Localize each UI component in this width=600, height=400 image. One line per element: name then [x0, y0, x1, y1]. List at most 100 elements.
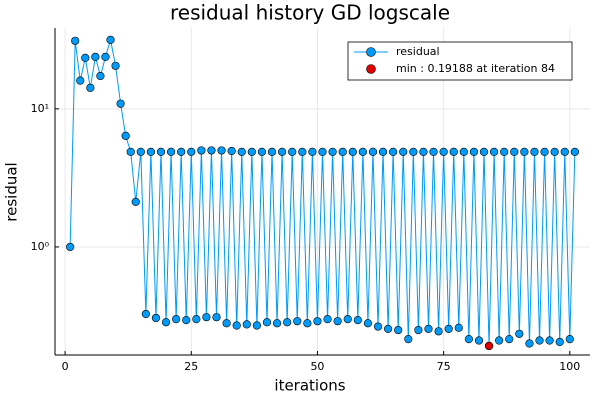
data-point [565, 335, 574, 344]
data-point [419, 147, 428, 156]
data-point [555, 337, 564, 347]
data-point [227, 146, 236, 156]
data-point [389, 147, 398, 156]
data-point [449, 147, 458, 156]
data-point [474, 336, 484, 345]
data-point [237, 147, 246, 156]
data-point [348, 147, 357, 156]
data-point [424, 324, 433, 333]
data-point [212, 313, 221, 322]
data-point [535, 336, 544, 345]
data-point [323, 315, 332, 324]
data-point [545, 336, 554, 345]
data-point [283, 318, 292, 327]
data-point [384, 324, 393, 333]
x-tick-label: 100 [559, 360, 580, 373]
legend-marker [366, 47, 376, 57]
data-point [121, 131, 130, 140]
data-point [525, 339, 534, 348]
y-tick-label: 10⁰ [31, 240, 50, 253]
data-point [363, 319, 373, 328]
data-point [177, 147, 186, 156]
data-point [530, 147, 539, 156]
data-point [187, 147, 196, 156]
data-point [510, 147, 519, 156]
data-point [469, 147, 479, 156]
data-point [172, 315, 181, 324]
data-point [288, 147, 297, 156]
data-point [247, 147, 256, 156]
x-tick-label: 50 [310, 360, 324, 373]
data-point [318, 147, 327, 156]
data-point [429, 147, 438, 156]
data-point [101, 52, 110, 61]
data-point [570, 147, 579, 156]
data-point [298, 147, 307, 156]
data-point [560, 147, 569, 156]
data-point [161, 318, 171, 327]
data-point [146, 147, 155, 156]
data-point [116, 99, 125, 108]
data-point [373, 322, 383, 331]
data-point [454, 323, 463, 332]
data-point [358, 147, 367, 156]
data-point [278, 147, 287, 156]
series-line [69, 39, 576, 346]
data-point [444, 324, 453, 333]
x-tick-label: 25 [184, 360, 198, 373]
data-point [333, 317, 342, 326]
data-point [232, 321, 241, 330]
data-point [141, 309, 150, 319]
data-point [91, 52, 100, 61]
data-point [197, 146, 206, 155]
data-point [495, 336, 504, 345]
data-point [464, 335, 473, 344]
data-point [267, 147, 277, 156]
data-point [484, 341, 494, 351]
data-point [262, 318, 272, 327]
legend-box [347, 41, 573, 81]
data-point [343, 315, 352, 324]
y-tick-label: 10¹ [31, 102, 49, 115]
data-point [479, 147, 489, 156]
data-point [439, 147, 448, 156]
data-point [202, 313, 211, 322]
data-point [96, 71, 105, 81]
data-point [550, 147, 559, 156]
data-point [81, 53, 90, 62]
data-point [414, 325, 423, 335]
data-point [368, 147, 378, 156]
data-point [86, 83, 95, 92]
data-point [520, 147, 529, 156]
data-point [252, 321, 261, 330]
data-point [353, 316, 362, 325]
data-point [515, 329, 524, 338]
data-point [313, 317, 322, 326]
chart-title: residual history GD logscale [170, 1, 450, 25]
legend-label: min : 0.19188 at iteration 84 [396, 62, 555, 75]
data-point [192, 315, 201, 324]
y-axis-label: residual [3, 162, 21, 221]
data-point [540, 147, 549, 156]
data-point [151, 313, 161, 323]
data-point [71, 36, 80, 45]
data-point [490, 147, 499, 156]
data-point [328, 147, 337, 156]
data-point [378, 147, 388, 156]
data-point [394, 325, 403, 335]
data-point [166, 147, 176, 156]
x-axis-label: iterations [274, 377, 345, 395]
data-point [242, 320, 251, 329]
x-tick-label: 75 [437, 360, 451, 373]
data-point [459, 147, 468, 156]
data-point [66, 242, 75, 252]
legend-label: residual [396, 45, 440, 58]
data-point [272, 319, 282, 328]
data-point [106, 35, 115, 44]
data-point [409, 147, 418, 156]
data-point [404, 335, 413, 344]
data-point [303, 319, 312, 328]
data-point [126, 147, 135, 156]
